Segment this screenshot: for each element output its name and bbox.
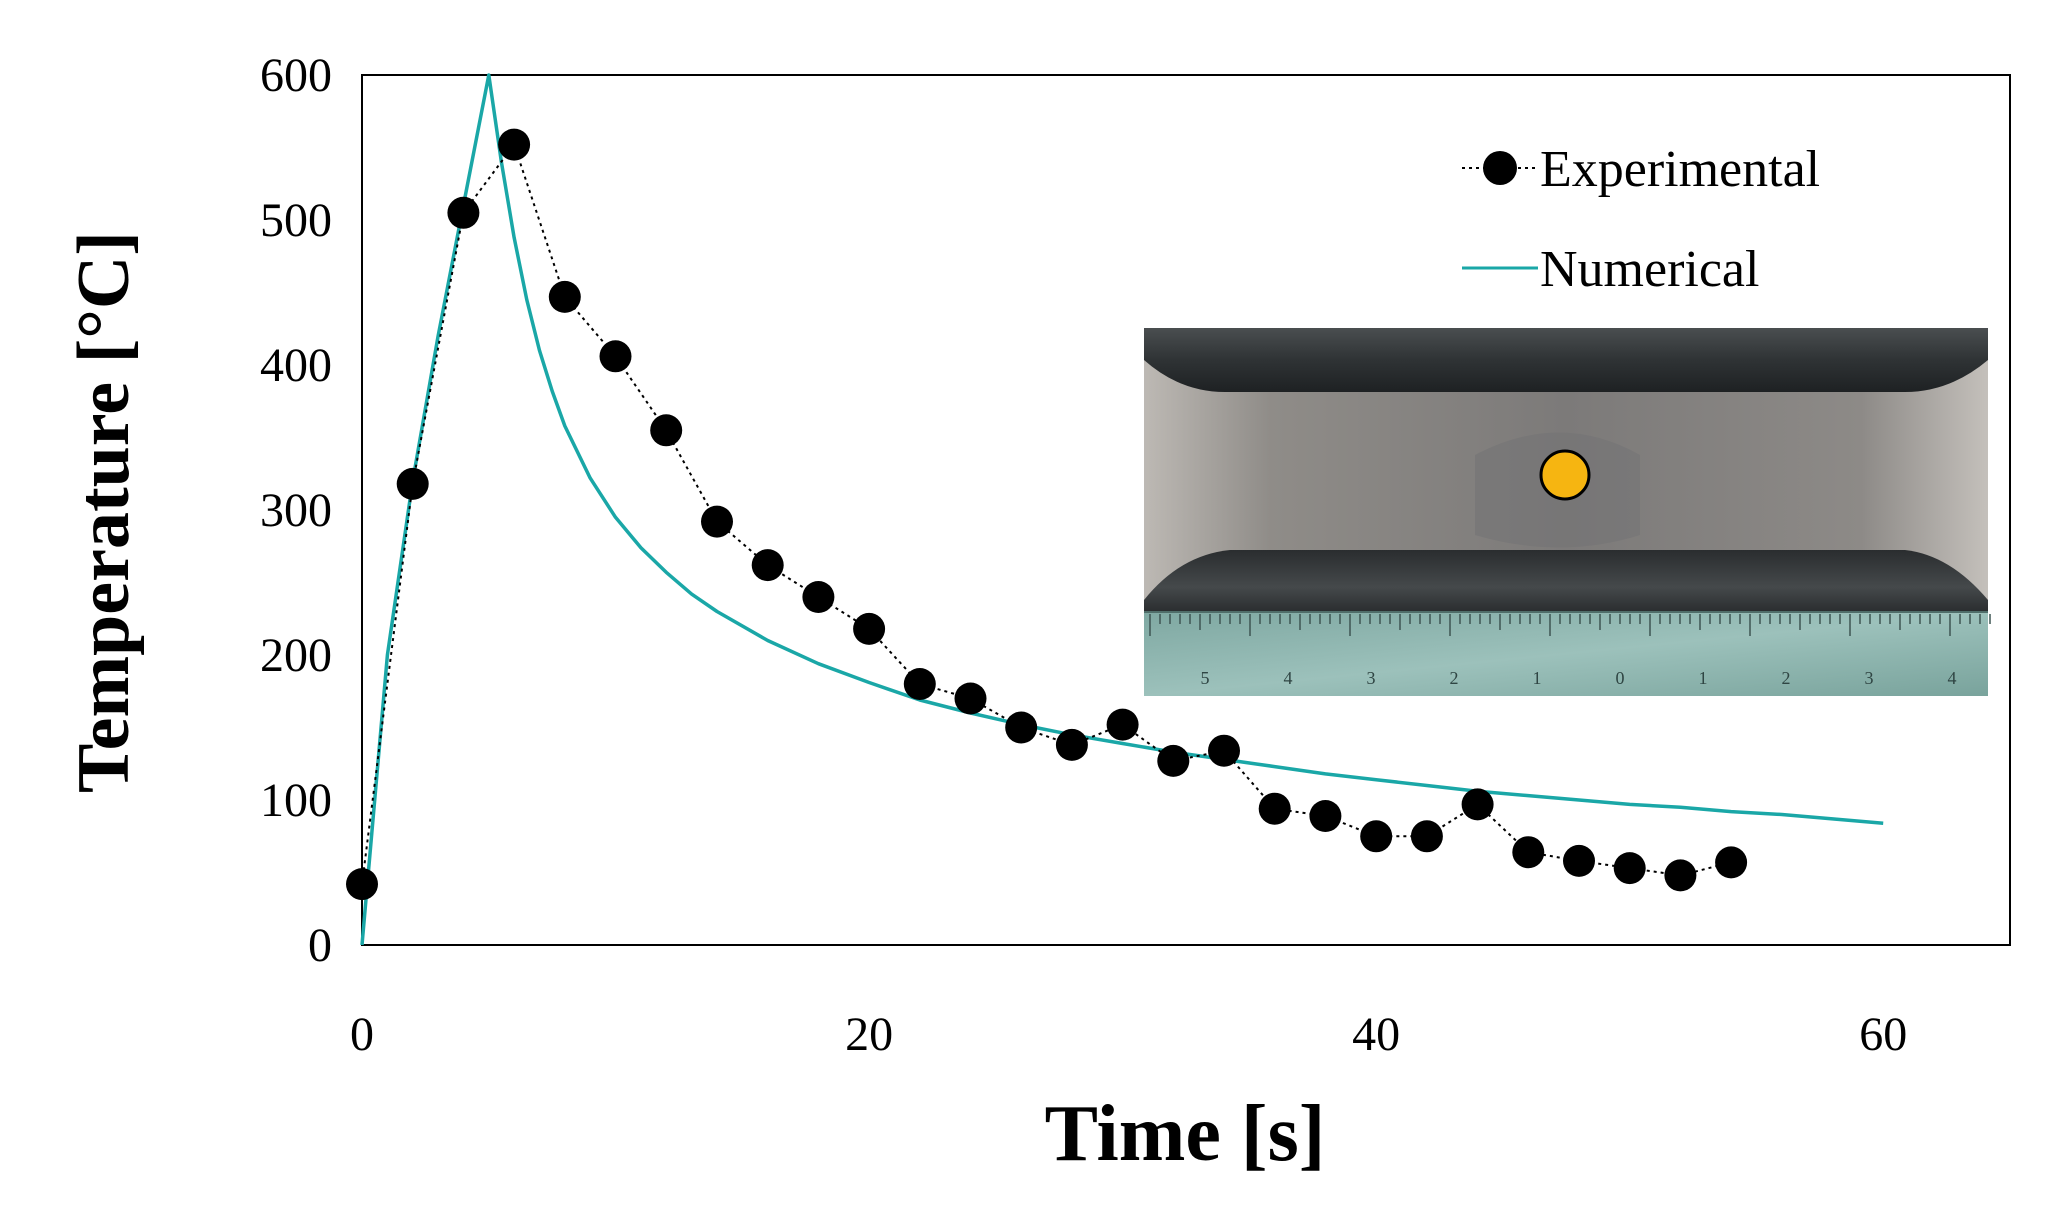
- plot-area-frame: [361, 74, 2011, 946]
- experimental-point: [1309, 800, 1342, 832]
- ruler-label: 3: [1865, 668, 1874, 688]
- x-tick-label: 0: [350, 1008, 374, 1061]
- experimental-point: [1208, 734, 1240, 767]
- ruler-label: 1: [1699, 668, 1708, 688]
- ruler-label: 1: [1533, 668, 1542, 688]
- y-tick-label: 100: [260, 774, 332, 827]
- experimental-point: [548, 280, 581, 313]
- experimental-connector: [361, 142, 1732, 885]
- legend: Experimental Numerical: [1462, 141, 1820, 298]
- x-tick-label: 20: [845, 1008, 893, 1061]
- experimental-point: [1258, 792, 1291, 825]
- experimental-point: [1106, 708, 1139, 741]
- experimental-point: [802, 581, 835, 613]
- x-tick-label: 60: [1859, 1008, 1907, 1061]
- experimental-point: [447, 196, 480, 229]
- experimental-point: [903, 668, 936, 700]
- y-axis-ticks: 0 100 200 300 400 500 600: [260, 49, 332, 972]
- ruler-label: 5: [1201, 668, 1210, 688]
- experimental-point: [498, 128, 531, 161]
- experimental-point: [1512, 836, 1545, 869]
- y-tick-label: 0: [308, 919, 332, 972]
- y-tick-label: 300: [260, 484, 332, 537]
- experimental-point: [1055, 728, 1088, 761]
- numerical-line: [360, 73, 1884, 946]
- experimental-point: [1613, 852, 1646, 885]
- legend-experimental-marker: [1483, 151, 1517, 185]
- y-tick-label: 200: [260, 629, 332, 682]
- specimen-photo-inset: 5 4 3 2 1 0 1 2 3 4: [1144, 328, 1991, 696]
- ruler-label: 4: [1284, 668, 1293, 688]
- experimental-point: [396, 467, 429, 500]
- experimental-point: [1410, 820, 1443, 853]
- experimental-point: [853, 612, 886, 645]
- x-axis-ticks: 0 20 40 60: [350, 1008, 1907, 1061]
- experimental-point: [1664, 859, 1697, 892]
- experimental-point: [701, 505, 733, 538]
- experimental-point: [599, 340, 632, 373]
- ruler-label: 2: [1450, 668, 1459, 688]
- ruler-label: 4: [1948, 668, 1957, 688]
- ruler-label: 3: [1367, 668, 1376, 688]
- y-tick-label: 600: [260, 49, 332, 102]
- y-tick-label: 400: [260, 339, 332, 392]
- x-tick-label: 40: [1352, 1008, 1400, 1061]
- y-tick-label: 500: [260, 194, 332, 247]
- numerical-series: [360, 73, 1884, 946]
- ruler-label: 2: [1782, 668, 1791, 688]
- experimental-point: [650, 414, 683, 447]
- experimental-point: [954, 682, 987, 715]
- experimental-point: [1005, 711, 1038, 744]
- thermocouple-marker: [1539, 449, 1591, 501]
- experimental-point: [1360, 820, 1393, 853]
- experimental-point: [346, 868, 378, 901]
- experimental-point: [1563, 844, 1595, 877]
- experimental-point: [1461, 788, 1494, 821]
- legend-experimental-label: Experimental: [1540, 141, 1820, 198]
- experimental-point: [751, 549, 784, 582]
- experimental-series: [346, 128, 1748, 901]
- experimental-point: [1157, 744, 1190, 777]
- ruler-label: 0: [1616, 668, 1625, 688]
- y-axis-label: Temperature [°C]: [63, 231, 145, 793]
- experimental-point: [1715, 846, 1748, 879]
- x-axis-label: Time [s]: [1045, 1090, 1326, 1178]
- legend-numerical-label: Numerical: [1540, 241, 1759, 298]
